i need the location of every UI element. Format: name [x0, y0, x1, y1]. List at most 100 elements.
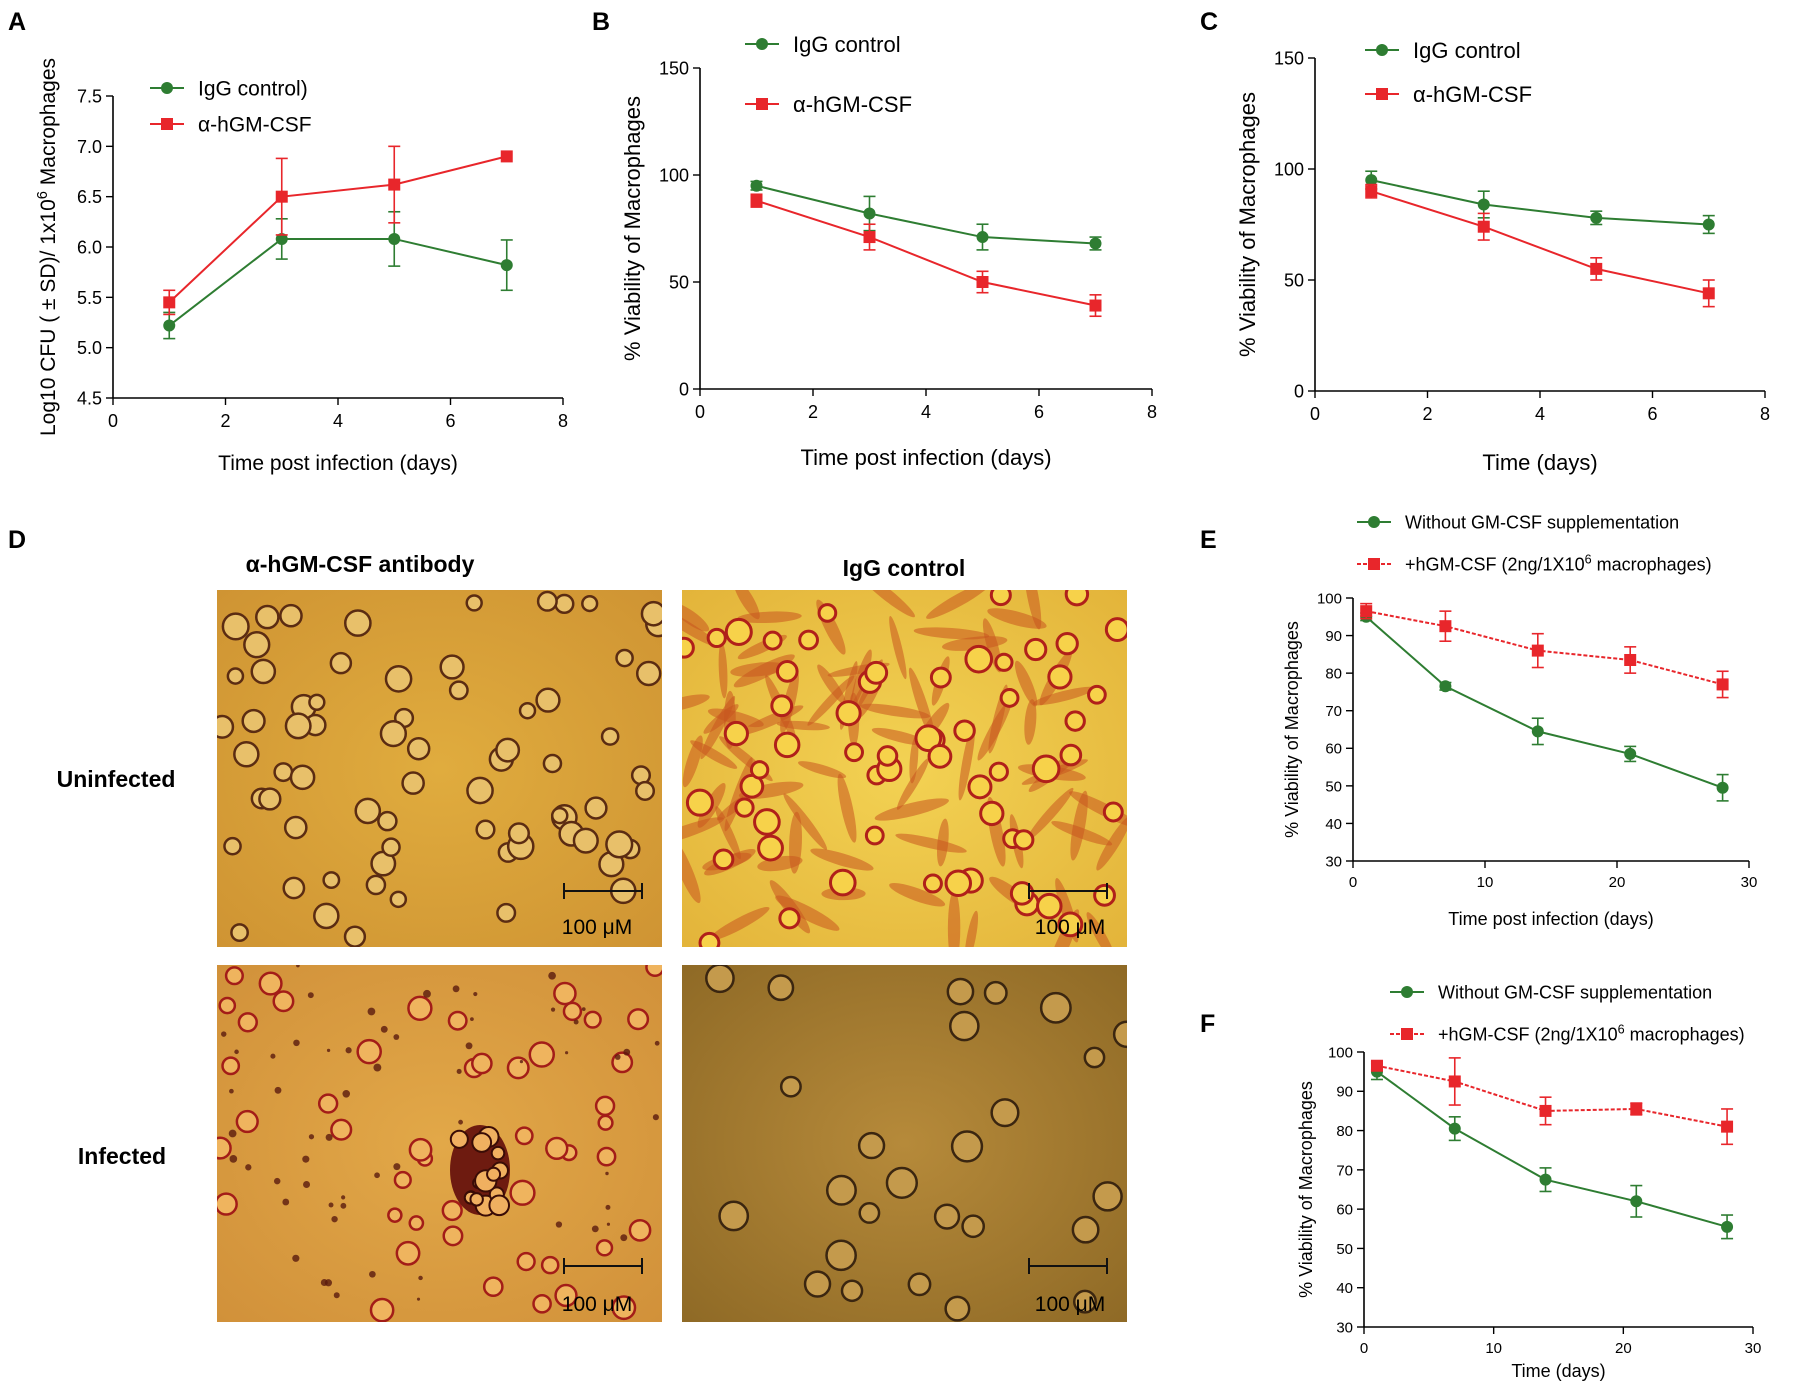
spindle-cell — [817, 664, 846, 705]
debris — [548, 971, 556, 980]
spindle-cell — [889, 883, 946, 907]
cell — [235, 1109, 259, 1134]
spindle-cell — [708, 906, 770, 941]
y-tick-label: 6.0 — [77, 237, 102, 257]
spindle-cell — [941, 636, 1008, 651]
x-tick-label: 10 — [1477, 874, 1494, 891]
debris — [273, 1177, 281, 1185]
cell — [377, 810, 398, 832]
cell — [635, 780, 656, 801]
data-point — [1630, 1102, 1643, 1115]
data-point — [275, 190, 288, 203]
cell — [944, 1295, 971, 1322]
panel-label-a: A — [8, 8, 26, 36]
cell — [343, 609, 372, 637]
cell — [465, 594, 483, 612]
cell — [532, 1293, 552, 1314]
data-point — [750, 179, 763, 192]
legend-swatch-marker — [1401, 986, 1413, 998]
cell — [536, 590, 558, 612]
debris — [606, 1222, 611, 1226]
x-tick-label: 30 — [1745, 1340, 1762, 1357]
series-line — [1376, 1064, 1728, 1128]
cell — [218, 996, 237, 1015]
cell — [990, 1098, 1020, 1128]
debris — [393, 1163, 401, 1171]
cell — [226, 667, 245, 685]
series-line — [1376, 1070, 1728, 1228]
legend-label: α-hGM-CSF — [198, 114, 312, 137]
cell — [330, 1118, 353, 1141]
data-point — [1448, 1075, 1461, 1088]
y-tick-label: 4.5 — [77, 388, 102, 408]
y-tick-label: 5.0 — [77, 338, 102, 358]
chart-f: 0 10 20 30 30 40 50 60 70 80 90 100 Time (days) % Via… — [1296, 982, 1761, 1381]
cell — [988, 761, 1009, 782]
cell — [1112, 1020, 1127, 1049]
series-control — [750, 179, 1102, 251]
cell — [553, 981, 577, 1006]
y-tick-label: 30 — [1336, 1319, 1353, 1336]
spindle-cell — [783, 793, 828, 850]
cell — [712, 848, 735, 871]
cell — [273, 762, 294, 783]
spindle-cell — [682, 817, 724, 846]
data-point — [1477, 220, 1490, 233]
debris — [550, 1007, 556, 1012]
legend: Without GM-CSF supplementation +hGM-CSF (… — [1357, 512, 1712, 574]
legend-swatch-marker — [1401, 1028, 1413, 1040]
spindle-cell — [682, 606, 720, 648]
cell — [217, 1136, 232, 1160]
y-axis-label-tail: Macrophages — [37, 58, 60, 191]
debris — [320, 1279, 328, 1287]
debris — [373, 1063, 382, 1072]
data-point — [1531, 644, 1544, 657]
spindle-cell — [682, 602, 710, 632]
debris — [325, 1133, 333, 1141]
cell — [554, 593, 575, 615]
cell — [395, 1240, 421, 1266]
debris — [654, 1040, 660, 1046]
data-point — [1624, 653, 1637, 666]
data-point — [1590, 262, 1603, 275]
series-line — [1366, 610, 1723, 686]
debris — [393, 1034, 400, 1040]
cell — [447, 1010, 468, 1031]
cell — [255, 604, 280, 630]
cell — [705, 965, 735, 994]
cell — [583, 1010, 602, 1029]
micrograph-infected-igg — [682, 965, 1127, 1322]
debris — [245, 1164, 252, 1171]
cell — [282, 876, 306, 900]
cell — [313, 902, 340, 930]
cell — [448, 680, 469, 701]
spindle-cell — [895, 833, 967, 853]
debris — [369, 1270, 376, 1278]
cell — [611, 1295, 637, 1321]
y-tick-label: 90 — [1325, 628, 1342, 645]
data-point — [976, 276, 989, 288]
legend-label: IgG control — [1413, 38, 1521, 63]
data-point — [1370, 1059, 1383, 1072]
cluster-cell — [490, 1145, 506, 1161]
panel-label-f: F — [1200, 1010, 1215, 1038]
legend-label: IgG control) — [198, 78, 308, 101]
cell — [989, 590, 1012, 607]
debris — [274, 1086, 282, 1094]
cell — [640, 600, 662, 627]
debris — [473, 991, 478, 997]
y-tick-label: 70 — [1325, 703, 1342, 720]
data-point — [1439, 680, 1452, 693]
spindle-cell — [908, 667, 936, 742]
spindle-cell — [964, 910, 979, 947]
y-tick-label: 50 — [1325, 778, 1342, 795]
chart-c: 0 2 4 6 8 0 50 100 150 Time (days) % Viability of … — [1235, 38, 1770, 475]
debris — [340, 1202, 347, 1209]
cell — [645, 965, 662, 977]
y-axis-label: % Viability of Macrophages — [620, 96, 645, 361]
data-point — [1539, 1173, 1552, 1186]
x-axis-label: Time (days) — [1482, 450, 1597, 475]
legend: IgG control α-hGM-CSF — [1365, 38, 1532, 107]
spindle-cell — [1070, 790, 1088, 861]
cell — [718, 1200, 750, 1232]
